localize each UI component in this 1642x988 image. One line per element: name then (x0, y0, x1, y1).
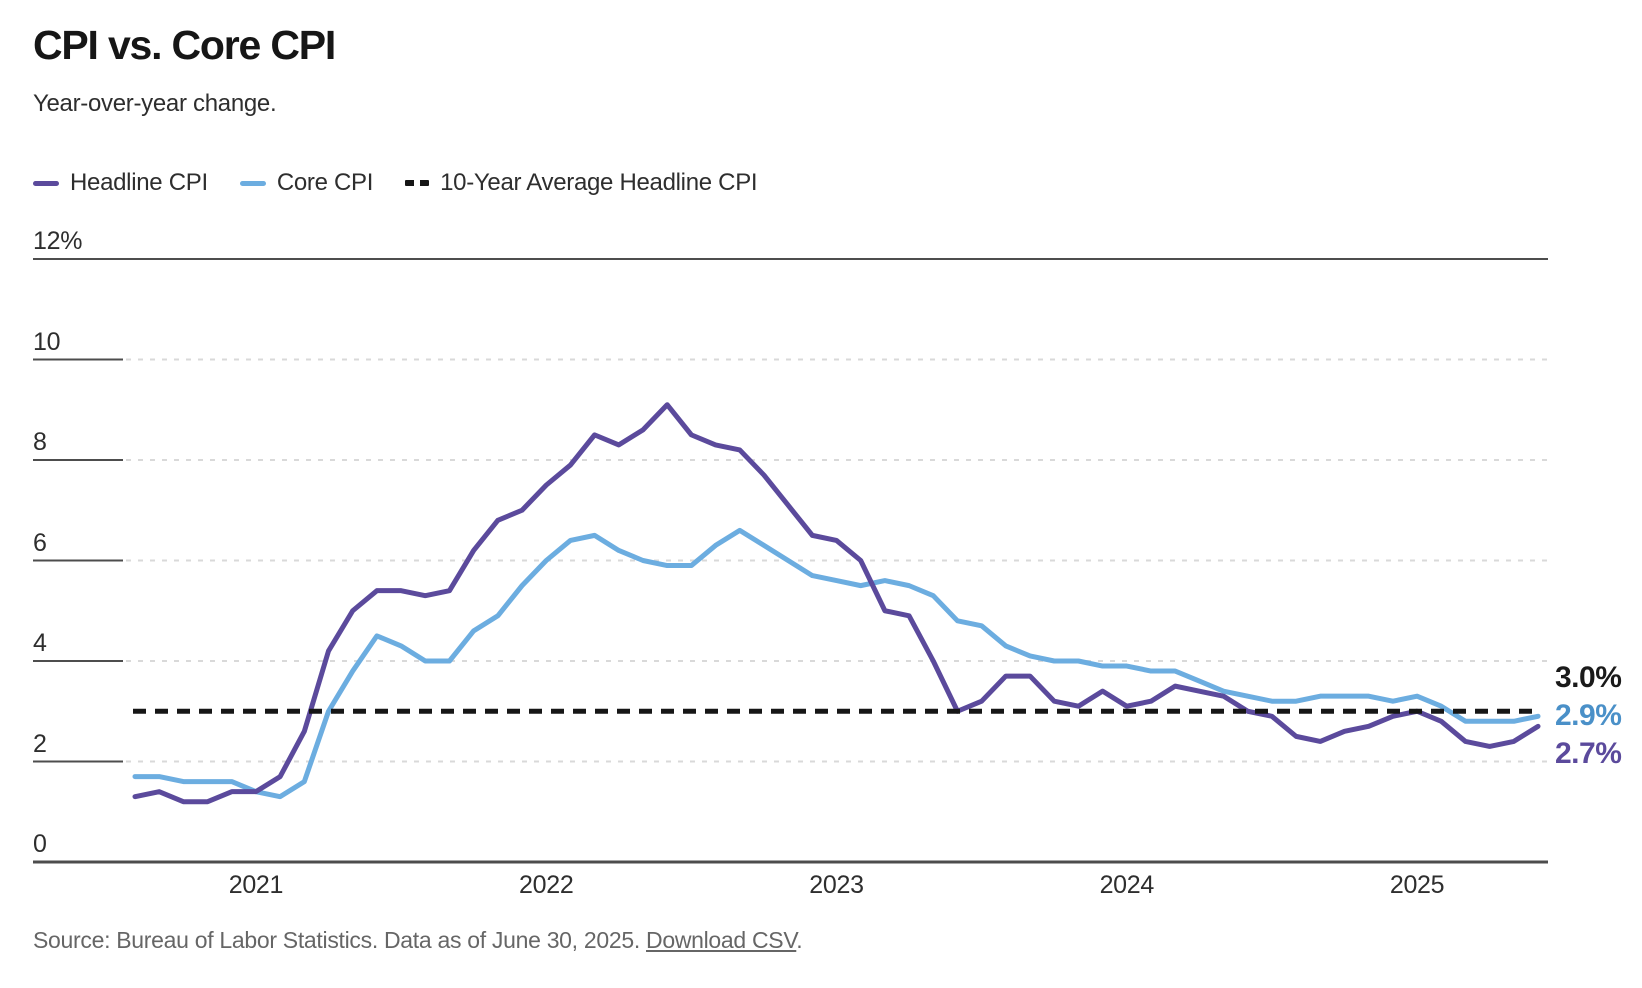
legend-item-core-cpi: Core CPI (239, 169, 374, 197)
end-label-average: 3.0% (1555, 661, 1622, 694)
download-csv-link[interactable]: Download CSV (646, 927, 797, 953)
x-axis-label: 2023 (809, 871, 864, 899)
legend: Headline CPI Core CPI 10-Year Average He… (33, 169, 758, 197)
y-axis-label: 12% (33, 227, 83, 255)
x-axis-label: 2022 (519, 871, 574, 899)
y-axis-label: 2 (33, 729, 47, 758)
x-axis-label: 2021 (228, 871, 284, 899)
chart-title: CPI vs. Core CPI (33, 22, 336, 68)
legend-item-headline-cpi: Headline CPI (33, 169, 208, 197)
legend-label-10yr-average: 10-Year Average Headline CPI (440, 169, 758, 196)
x-axis-label: 2025 (1389, 871, 1445, 899)
end-label-core-cpi: 2.9% (1555, 699, 1622, 732)
dashed-average-line-swatch-icon (405, 180, 430, 186)
end-label-headline-cpi: 2.7% (1555, 737, 1622, 770)
source-text: Source: Bureau of Labor Statistics. Data… (33, 927, 640, 953)
y-axis-label: 10 (33, 327, 61, 356)
legend-item-10yr-average: 10-Year Average Headline CPI (405, 169, 758, 197)
footer: Source: Bureau of Labor Statistics. Data… (33, 927, 803, 954)
chart-subtitle: Year-over-year change. (33, 90, 277, 117)
y-axis-label: 8 (33, 428, 47, 456)
core-cpi-line-swatch-icon (239, 180, 266, 186)
y-axis-label: 0 (33, 830, 47, 858)
y-axis-label: 4 (33, 629, 47, 657)
headline-cpi-line-swatch-icon (33, 180, 59, 186)
legend-label-headline-cpi: Headline CPI (70, 169, 208, 196)
legend-label-core-cpi: Core CPI (276, 169, 374, 196)
footer-period: . (796, 927, 803, 953)
y-axis-label: 6 (33, 528, 47, 557)
x-axis-label: 2024 (1099, 871, 1155, 899)
